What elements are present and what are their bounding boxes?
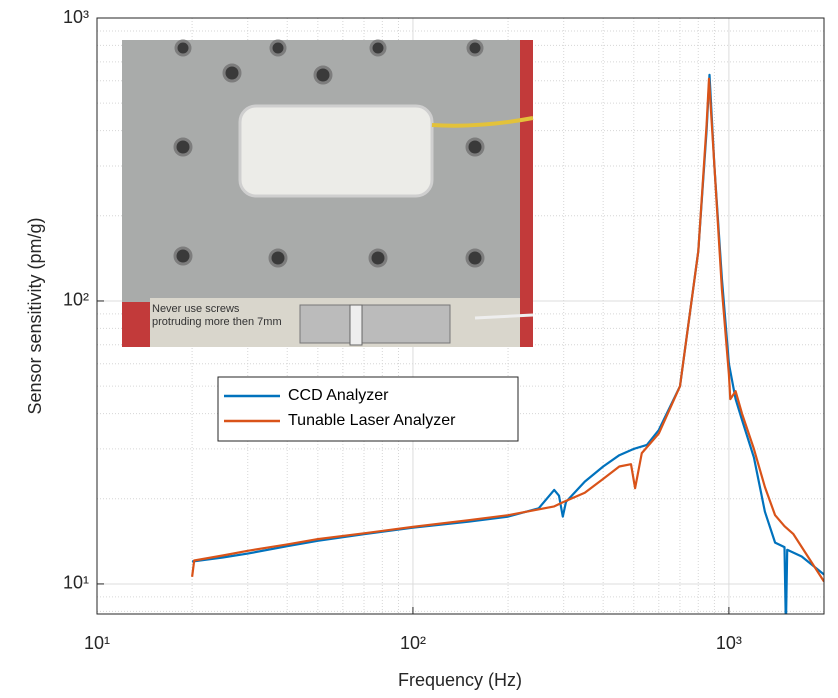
y-axis-label: Sensor sensitivity (pm/g) bbox=[25, 217, 45, 414]
x-tick-label: 10³ bbox=[716, 633, 742, 653]
lines bbox=[191, 73, 824, 614]
legend: CCD Analyzer Tunable Laser Analyzer bbox=[217, 376, 519, 442]
axes-frame bbox=[96, 17, 825, 615]
series-line bbox=[191, 77, 824, 583]
inset-photo: Never use screws protruding more then 7m… bbox=[122, 39, 534, 347]
legend-label: CCD Analyzer bbox=[288, 387, 389, 404]
legend-box bbox=[217, 376, 519, 442]
legend-label: Tunable Laser Analyzer bbox=[288, 412, 456, 429]
y-tick-label: 10¹ bbox=[63, 573, 89, 593]
x-tick-label: 10² bbox=[400, 633, 426, 653]
inset-text: protruding more then 7mm bbox=[152, 316, 282, 328]
x-axis-label: Frequency (Hz) bbox=[398, 670, 522, 690]
inset-text: Never use screws bbox=[152, 303, 240, 315]
y-tick-label: 10² bbox=[63, 290, 89, 310]
y-tick-label: 10³ bbox=[63, 7, 89, 27]
x-tick-label: 10¹ bbox=[84, 633, 110, 653]
